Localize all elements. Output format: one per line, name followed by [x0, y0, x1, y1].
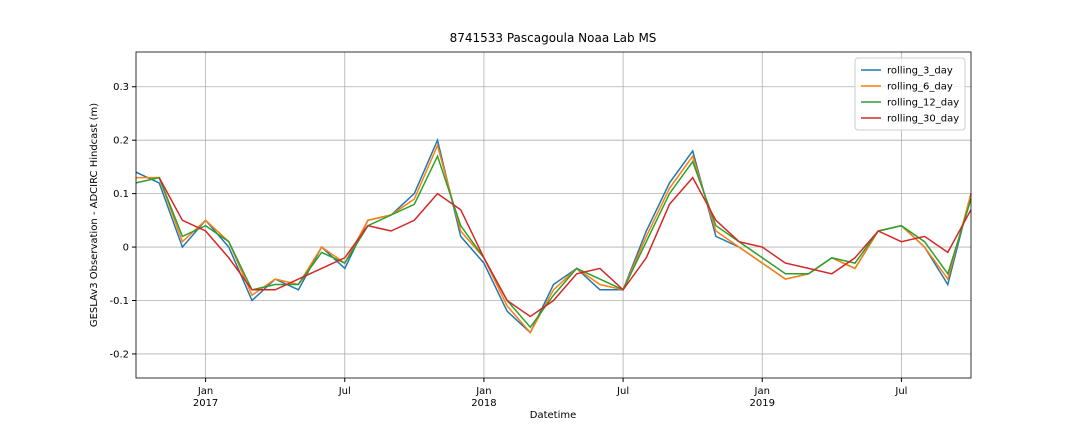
- legend-label: rolling_6_day: [887, 82, 953, 93]
- y-tick-label: 0: [123, 243, 129, 254]
- x-tick-label: Jan 2018: [471, 386, 496, 409]
- legend-label: rolling_3_day: [887, 66, 953, 77]
- plot-frame: [135, 51, 972, 379]
- y-tick-label: 0.2: [113, 136, 129, 147]
- x-tick-label: Jan 2017: [193, 386, 218, 409]
- series-line: [135, 154, 972, 329]
- y-tick-label: -0.2: [109, 349, 129, 360]
- series-line: [136, 143, 972, 334]
- x-tick-label: Jul: [894, 386, 907, 397]
- x-axis-label: Datetime: [530, 410, 577, 421]
- x-tick-label: Jul: [616, 386, 629, 397]
- legend-box: [854, 57, 966, 131]
- legend-label: rolling_12_day: [887, 98, 959, 109]
- x-tick-label: Jul: [338, 386, 351, 397]
- x-tick-label: Jan 2019: [750, 386, 775, 409]
- series-line: [135, 137, 972, 334]
- series-line: [158, 176, 972, 318]
- chart-title: 8741533 Pascagoula Noaa Lab MS: [450, 31, 657, 45]
- y-tick-label: 0.1: [113, 189, 129, 200]
- legend-label: rolling_30_day: [887, 114, 959, 125]
- y-axis-label: GESLAv3 Observation - ADCIRC Hindcast (m…: [89, 103, 100, 327]
- y-tick-label: -0.1: [109, 296, 129, 307]
- y-tick-label: 0.3: [113, 82, 129, 93]
- legend: rolling_3_day rolling_6_day rolling_12_day…: [854, 57, 966, 131]
